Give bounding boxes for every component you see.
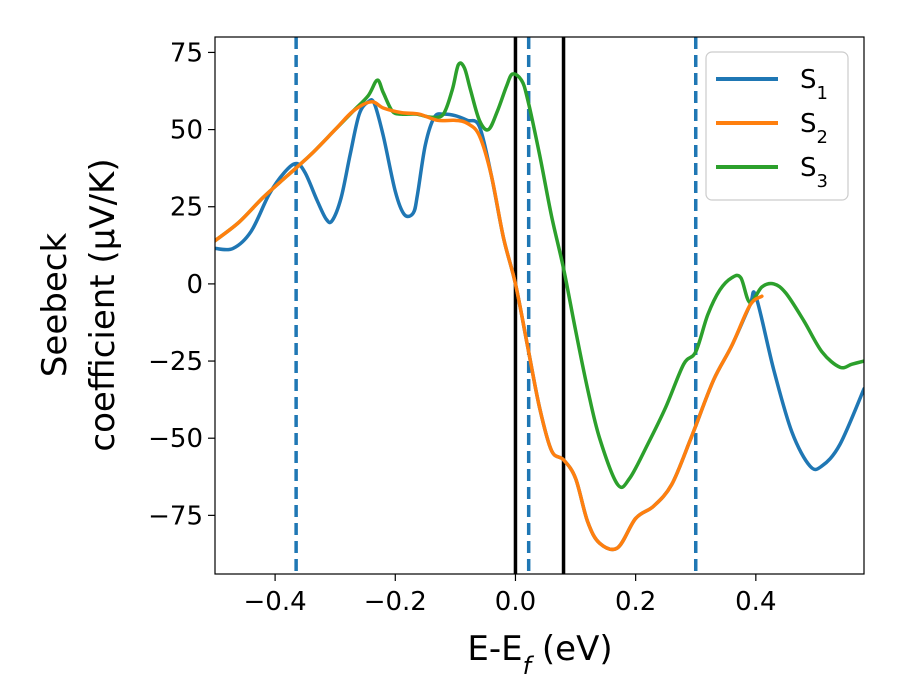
reference-lines: [294, 37, 698, 574]
legend-label-s3: S3: [800, 153, 828, 192]
y-axis-label-line2: coefficient (μV/K): [83, 158, 123, 451]
series-layer: [215, 61, 864, 552]
x-tick-label: 0.4: [735, 587, 776, 617]
legend-box: [705, 51, 849, 201]
y-axis-label-line1: Seebeck: [35, 233, 75, 378]
x-tick-label: 0.2: [615, 587, 656, 617]
x-axis-label: E-Ef (eV): [467, 629, 612, 680]
legend-label-s1: S1: [800, 65, 828, 104]
y-axis: 75 50 25 0 −25 −50 −75: [148, 38, 215, 531]
x-axis: −0.4 −0.2 0.0 0.2 0.4: [244, 574, 777, 617]
y-tick-label: −25: [148, 347, 203, 377]
x-tick-label: −0.2: [364, 587, 427, 617]
y-tick-label: 25: [170, 193, 203, 223]
plot-frame: [214, 36, 865, 575]
x-tick-label: −0.4: [244, 587, 307, 617]
x-tick-label: 0.0: [495, 587, 536, 617]
y-tick-label: 50: [170, 116, 203, 146]
y-axis-label: Seebeck coefficient (μV/K): [35, 158, 123, 451]
y-tick-label: −50: [148, 424, 203, 454]
y-tick-label: 75: [170, 38, 203, 68]
y-tick-label: −75: [148, 501, 203, 531]
legend: S1 S2 S3: [705, 51, 849, 201]
series-line-s3: [215, 61, 864, 490]
legend-label-s2: S2: [800, 109, 828, 148]
series-line-s2: [215, 100, 764, 552]
y-tick-label: 0: [186, 270, 203, 300]
